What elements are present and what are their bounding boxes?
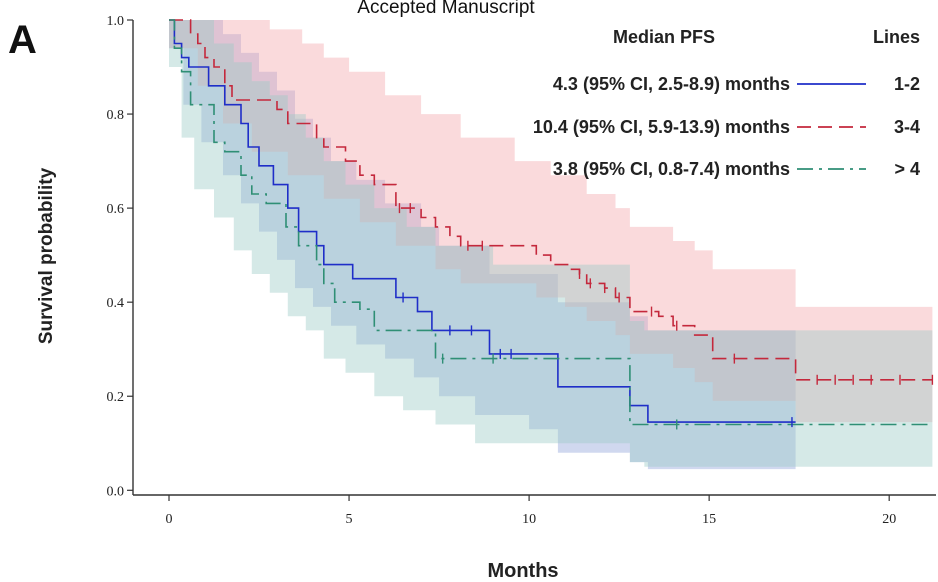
legend-header-lines: Lines: [873, 27, 920, 47]
legend-header-median-pfs: Median PFS: [613, 27, 715, 47]
y-tick-label: 0.8: [107, 108, 125, 123]
censor-marks: [398, 203, 934, 430]
header-watermark: Accepted Manuscript: [357, 0, 535, 18]
x-tick-label: 5: [346, 512, 353, 527]
x-tick-label: 0: [166, 512, 173, 527]
axes: 0.0 0.2 0.4 0.6 0.8 1.0 0 5 10 15 20: [107, 14, 936, 527]
confidence-bands: [169, 20, 933, 470]
legend-entry-lines: 3-4: [894, 117, 920, 137]
survival-curve-series-2: [169, 19, 933, 381]
confidence-band-series-1: [169, 20, 796, 470]
panel-label: A: [8, 18, 37, 62]
y-tick-label: 0.6: [107, 202, 125, 217]
survival-curves: [169, 19, 933, 426]
survival-curve-series-3: [169, 19, 933, 426]
x-axis-label: Months: [487, 560, 558, 582]
legend-entry-lines: > 4: [894, 159, 920, 179]
legend-entry-median-pfs: 10.4 (95% CI, 5.9-13.9) months: [533, 117, 790, 137]
legend-entry-lines: 1-2: [894, 74, 920, 94]
legend-entry-median-pfs: 3.8 (95% CI, 0.8-7.4) months: [553, 159, 790, 179]
confidence-band-series-3: [169, 20, 933, 467]
x-tick-label: 20: [882, 512, 896, 527]
survival-curve-series-1: [169, 19, 796, 423]
y-tick-label: 0.4: [107, 296, 125, 311]
legend-entry-median-pfs: 4.3 (95% CI, 2.5-8.9) months: [553, 74, 790, 94]
legend: Median PFS Lines 4.3 (95% CI, 2.5-8.9) m…: [533, 27, 920, 179]
x-tick-label: 10: [522, 512, 536, 527]
y-tick-label: 0.0: [107, 484, 125, 499]
y-tick-label: 0.2: [107, 390, 125, 405]
y-tick-label: 1.0: [107, 14, 125, 29]
x-tick-label: 15: [702, 512, 716, 527]
y-axis-label: Survival probability: [36, 167, 57, 344]
confidence-band-series-2: [169, 20, 933, 423]
